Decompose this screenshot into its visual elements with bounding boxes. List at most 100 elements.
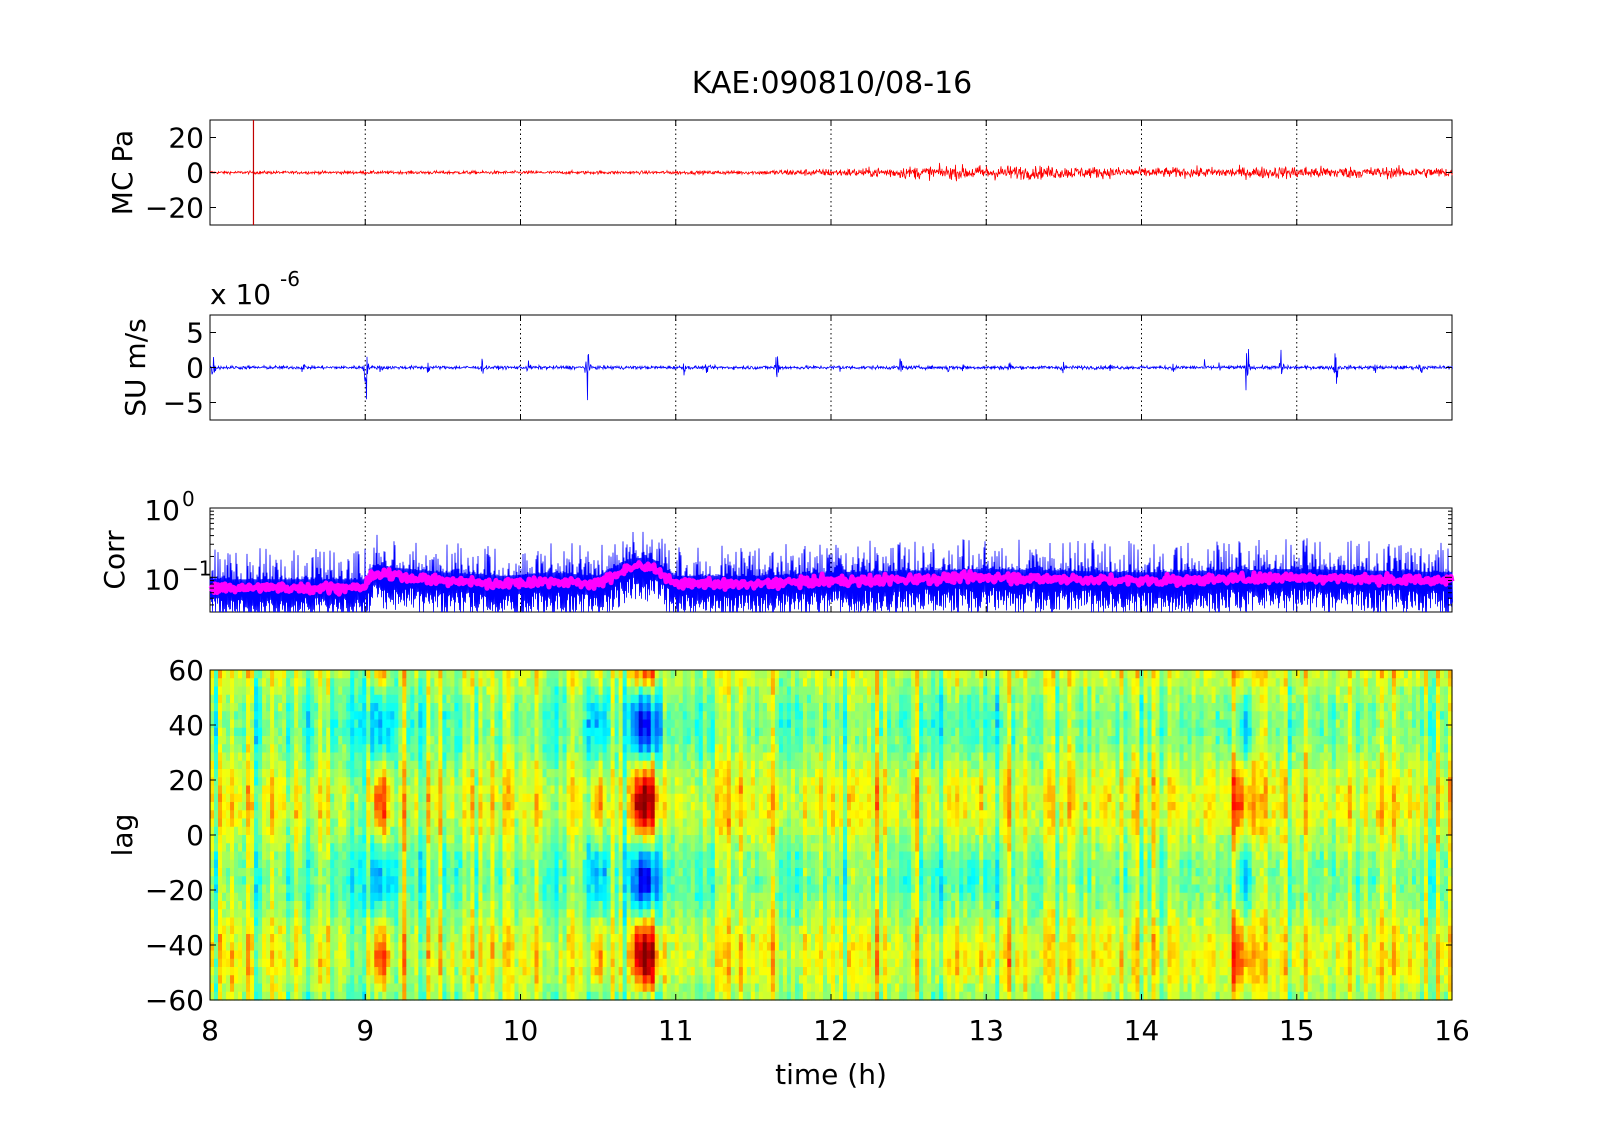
heatmap-cell	[518, 859, 524, 869]
heatmap-cell	[246, 793, 251, 803]
heatmap-cell	[366, 909, 371, 919]
heatmap-cell	[582, 884, 588, 894]
heatmap-cell	[502, 744, 508, 754]
heatmap-cell	[462, 983, 468, 993]
heatmap-cell	[570, 711, 576, 721]
heatmap-cell	[310, 670, 315, 679]
heatmap-cell	[286, 991, 291, 1001]
heatmap-cell	[598, 991, 604, 1001]
heatmap-cell	[510, 810, 516, 820]
heatmap-cell	[426, 826, 431, 836]
heatmap-cell	[502, 694, 508, 704]
heatmap-cell	[442, 967, 447, 976]
heatmap-cell	[314, 785, 319, 795]
heatmap-cell	[522, 901, 528, 910]
heatmap-cell	[438, 925, 443, 935]
heatmap-cell	[690, 917, 696, 927]
heatmap-cell	[650, 802, 656, 811]
heatmap-cell	[482, 670, 488, 679]
heatmap-cell	[422, 835, 427, 844]
heatmap-cell	[382, 686, 387, 696]
velocity-y-tick-label: 0	[186, 352, 204, 385]
heatmap-cell	[590, 934, 596, 943]
heatmap-cell	[526, 793, 532, 803]
heatmap-cell	[654, 744, 660, 754]
heatmap-cell	[394, 744, 399, 754]
heatmap-cell	[306, 967, 311, 976]
heatmap-cell	[246, 868, 251, 877]
heatmap-cell	[666, 950, 672, 960]
heatmap-cell	[226, 876, 231, 886]
heatmap-cell	[338, 892, 343, 902]
heatmap-cell	[638, 901, 644, 910]
heatmap-cell	[574, 686, 580, 696]
heatmap-cell	[242, 843, 247, 853]
heatmap-cell	[458, 843, 464, 853]
heatmap-cell	[218, 958, 223, 968]
heatmap-cell	[342, 760, 347, 770]
heatmap-cell	[242, 835, 247, 844]
heatmap-cell	[574, 868, 580, 877]
heatmap-cell	[290, 711, 295, 721]
heatmap-cell	[634, 719, 640, 729]
heatmap-cell	[486, 769, 492, 778]
heatmap-cell	[546, 958, 552, 968]
heatmap-cell	[574, 967, 580, 976]
heatmap-cell	[446, 835, 451, 844]
heatmap-cell	[402, 736, 407, 745]
heatmap-cell	[378, 859, 383, 869]
heatmap-cell	[614, 975, 620, 985]
heatmap-cell	[262, 975, 267, 985]
heatmap-cell	[234, 736, 239, 745]
heatmap-cell	[690, 826, 696, 836]
heatmap-cell	[342, 826, 347, 836]
heatmap-cell	[506, 703, 512, 712]
heatmap-cell	[294, 802, 299, 811]
heatmap-cell	[502, 769, 508, 778]
heatmap-cell	[602, 678, 608, 688]
heatmap-cell	[382, 975, 387, 985]
heatmap-cell	[434, 859, 439, 869]
heatmap-cell	[626, 934, 632, 943]
heatmap-cell	[622, 917, 628, 927]
heatmap-cell	[470, 975, 476, 985]
heatmap-cell	[270, 901, 275, 910]
heatmap-cell	[678, 719, 684, 729]
heatmap-cell	[262, 769, 267, 778]
heatmap-cell	[666, 983, 672, 993]
heatmap-cell	[554, 991, 560, 1001]
heatmap-cell	[654, 785, 660, 795]
heatmap-cell	[218, 991, 223, 1001]
heatmap-cell	[302, 686, 307, 696]
heatmap-cell	[374, 769, 379, 778]
heatmap-cell	[382, 760, 387, 770]
heatmap-cell	[646, 851, 652, 861]
heatmap-cell	[506, 736, 512, 745]
heatmap-cell	[426, 810, 431, 820]
heatmap-cell	[510, 934, 516, 943]
heatmap-cell	[506, 670, 512, 679]
heatmap-cell	[626, 975, 632, 985]
heatmap-cell	[690, 991, 696, 1001]
heatmap-cell	[214, 727, 219, 737]
heatmap-cell	[358, 859, 363, 869]
heatmap-cell	[250, 950, 255, 960]
heatmap-cell	[594, 901, 600, 910]
heatmap-cell	[422, 810, 427, 820]
heatmap-cell	[262, 818, 267, 828]
heatmap-cell	[330, 876, 335, 886]
heatmap-cell	[414, 884, 419, 894]
heatmap-cell	[274, 727, 279, 737]
heatmap-cell	[438, 818, 443, 828]
heatmap-cell	[314, 694, 319, 704]
heatmap-cell	[290, 835, 295, 844]
heatmap-cell	[430, 901, 435, 910]
heatmap-cell	[250, 810, 255, 820]
heatmap-cell	[654, 859, 660, 869]
heatmap-cell	[326, 884, 331, 894]
heatmap-cell	[254, 686, 259, 696]
heatmap-cell	[462, 719, 468, 729]
heatmap-cell	[610, 818, 616, 828]
heatmap-cell	[574, 950, 580, 960]
heatmap-cell	[602, 934, 608, 943]
